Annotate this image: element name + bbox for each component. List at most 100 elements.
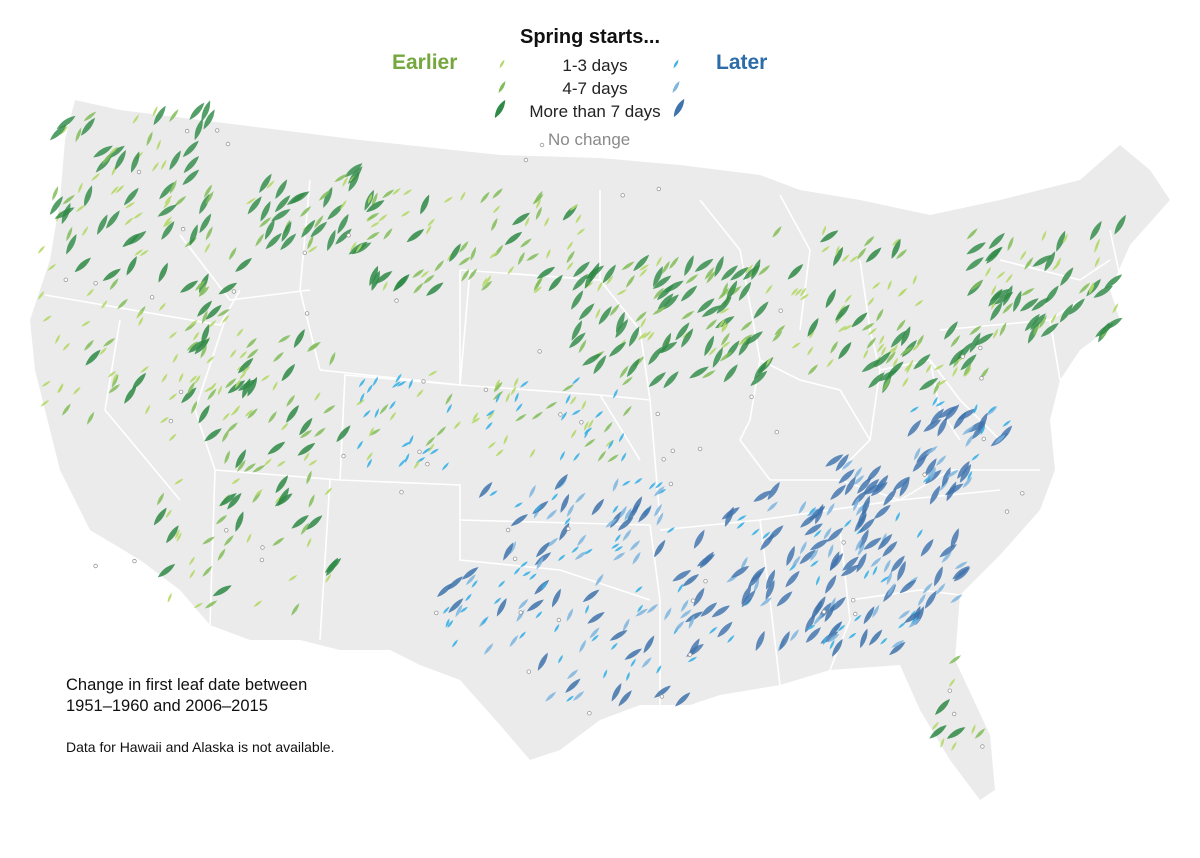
earlier-1-3-days-marker	[485, 275, 492, 285]
earlier-1-3-days-marker	[892, 344, 898, 354]
earlier-4-7-days-marker	[772, 225, 782, 238]
earlier-over-7-days-marker	[868, 372, 885, 389]
earlier-1-3-days-marker	[427, 218, 436, 227]
earlier-4-7-days-marker	[533, 278, 542, 292]
earlier-4-7-days-marker	[999, 322, 1007, 337]
no-change-marker	[1020, 491, 1025, 496]
earlier-1-3-days-marker	[876, 343, 885, 353]
later-1-3-days-marker	[541, 581, 548, 590]
earlier-1-3-days-marker	[222, 314, 230, 324]
earlier-1-3-days-marker	[1112, 303, 1119, 314]
later-1-3-days-marker	[737, 515, 747, 521]
earlier-over-7-days-marker	[1044, 285, 1059, 304]
earlier-1-3-days-marker	[952, 366, 958, 377]
earlier-4-7-days-marker	[856, 247, 867, 260]
later-over-7-days-marker	[688, 638, 700, 658]
earlier-4-7-days-marker	[882, 377, 891, 392]
later-1-3-days-marker	[736, 521, 745, 529]
no-change-marker	[851, 598, 856, 603]
earlier-4-7-days-marker	[314, 215, 324, 229]
earlier-1-3-days-marker	[75, 204, 86, 213]
later-1-3-days-marker	[813, 529, 822, 538]
earlier-1-3-days-marker	[37, 245, 46, 254]
no-change-marker	[774, 429, 779, 435]
earlier-1-3-days-marker	[595, 308, 601, 319]
earlier-1-3-days-marker	[799, 287, 807, 297]
later-1-3-days-marker	[401, 441, 411, 448]
later-over-7-days-marker	[824, 603, 835, 623]
later-over-7-days-marker	[624, 648, 643, 660]
earlier-over-7-days-marker	[626, 358, 640, 378]
later-over-7-days-marker	[560, 493, 570, 513]
later-4-7-days-marker	[517, 598, 529, 610]
earlier-1-3-days-marker	[41, 380, 51, 387]
later-1-3-days-marker	[848, 632, 857, 639]
earlier-1-3-days-marker	[91, 173, 101, 182]
earlier-4-7-days-marker	[243, 463, 256, 473]
earlier-1-3-days-marker	[306, 537, 312, 548]
earlier-4-7-days-marker	[468, 268, 478, 281]
earlier-over-7-days-marker	[1013, 290, 1022, 313]
earlier-1-3-days-marker	[81, 226, 89, 237]
earlier-over-7-days-marker	[265, 232, 282, 250]
later-1-3-days-marker	[557, 554, 566, 562]
earlier-4-7-days-marker	[291, 603, 300, 616]
earlier-4-7-days-marker	[830, 340, 838, 354]
earlier-4-7-days-marker	[226, 422, 238, 433]
later-4-7-days-marker	[941, 551, 952, 563]
later-over-7-days-marker	[844, 476, 856, 496]
earlier-over-7-days-marker	[615, 318, 629, 339]
no-change-marker	[690, 598, 696, 603]
later-1-3-days-marker	[584, 428, 589, 439]
later-over-7-days-marker	[436, 582, 453, 598]
earlier-over-7-days-marker	[861, 359, 881, 373]
later-over-7-days-marker	[804, 523, 823, 536]
later-over-7-days-marker	[882, 541, 898, 558]
earlier-over-7-days-marker	[242, 378, 251, 399]
no-change-marker	[523, 157, 529, 163]
later-4-7-days-marker	[813, 613, 823, 626]
earlier-over-7-days-marker	[130, 151, 140, 173]
earlier-1-3-days-marker	[1051, 262, 1061, 271]
earlier-over-7-days-marker	[194, 118, 203, 141]
earlier-1-3-days-marker	[708, 347, 717, 356]
earlier-over-7-days-marker	[280, 233, 297, 251]
earlier-4-7-days-marker	[562, 384, 575, 392]
earlier-1-3-days-marker	[546, 248, 551, 259]
earlier-over-7-days-marker	[105, 210, 120, 229]
earlier-over-7-days-marker	[572, 273, 589, 291]
earlier-1-3-days-marker	[964, 367, 972, 378]
earlier-1-3-days-marker	[109, 146, 118, 155]
earlier-4-7-days-marker	[255, 233, 265, 247]
earlier-1-3-days-marker	[60, 125, 68, 135]
no-change-marker	[697, 446, 703, 452]
earlier-1-3-days-marker	[62, 342, 71, 351]
earlier-1-3-days-marker	[570, 429, 577, 439]
earlier-4-7-days-marker	[221, 429, 230, 443]
later-over-7-days-marker	[554, 473, 568, 491]
later-1-3-days-marker	[485, 409, 496, 417]
later-4-7-days-marker	[574, 492, 586, 504]
no-change-marker	[566, 526, 571, 531]
earlier-4-7-days-marker	[896, 319, 906, 332]
earlier-4-7-days-marker	[169, 109, 179, 123]
earlier-over-7-days-marker	[934, 698, 951, 715]
later-4-7-days-marker	[589, 627, 600, 639]
earlier-over-7-days-marker	[694, 258, 714, 272]
legend-earlier-label: Earlier	[392, 51, 458, 74]
no-change-marker	[434, 610, 439, 616]
later-4-7-days-marker	[641, 657, 652, 669]
later-over-7-days-marker	[842, 556, 859, 571]
no-change-marker	[979, 376, 984, 381]
earlier-1-3-days-marker	[849, 255, 858, 263]
later-over-7-days-marker	[890, 555, 905, 573]
later-4-7-days-marker	[455, 604, 463, 618]
later-4-7-days-marker	[962, 425, 975, 436]
earlier-4-7-days-marker	[368, 428, 381, 436]
earlier-1-3-days-marker	[453, 421, 461, 430]
earlier-4-7-days-marker	[622, 405, 632, 417]
later-over-7-days-marker	[920, 538, 934, 557]
earlier-1-3-days-marker	[239, 371, 247, 380]
earlier-over-7-days-marker	[323, 186, 333, 208]
later-over-7-days-marker	[868, 629, 883, 646]
